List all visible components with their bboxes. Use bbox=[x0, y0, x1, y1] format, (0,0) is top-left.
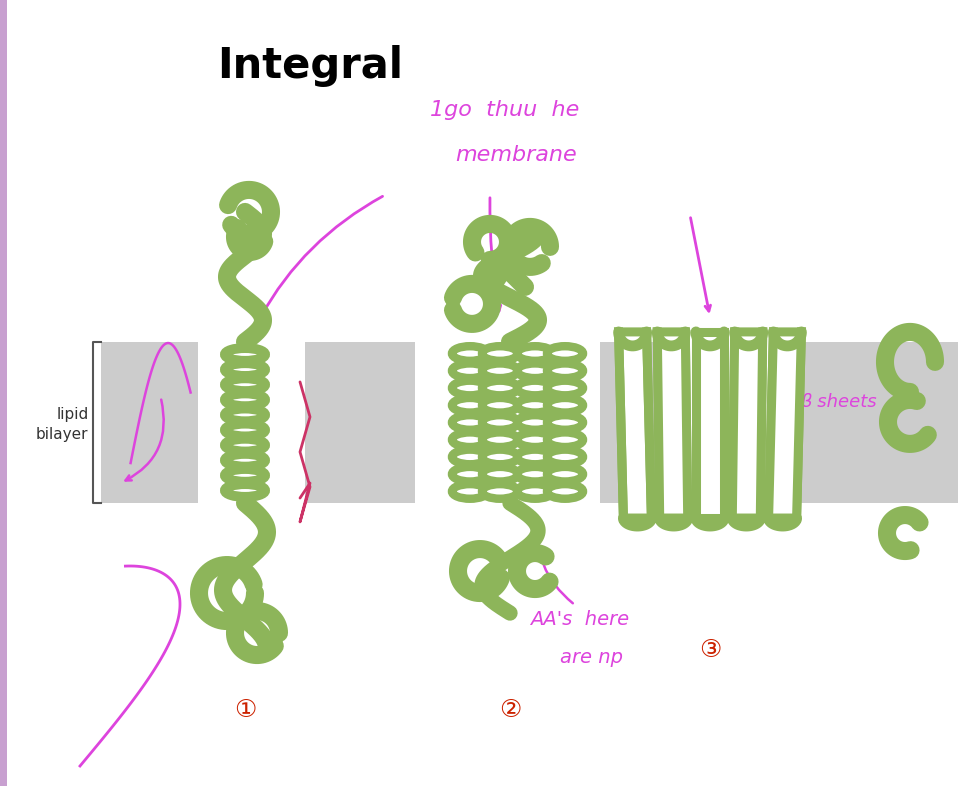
Text: bilayer: bilayer bbox=[36, 427, 88, 442]
Ellipse shape bbox=[547, 346, 583, 361]
Ellipse shape bbox=[482, 450, 518, 465]
Ellipse shape bbox=[482, 380, 518, 395]
Ellipse shape bbox=[547, 467, 583, 482]
Ellipse shape bbox=[452, 415, 488, 430]
Ellipse shape bbox=[225, 424, 265, 436]
Ellipse shape bbox=[547, 432, 583, 447]
Text: membrane: membrane bbox=[455, 145, 577, 165]
Ellipse shape bbox=[547, 450, 583, 465]
Polygon shape bbox=[768, 332, 802, 518]
Text: β sheets: β sheets bbox=[800, 393, 877, 411]
Ellipse shape bbox=[547, 415, 583, 430]
Bar bbox=[0, 0, 7, 786]
Bar bbox=[101, 342, 198, 503]
Text: ②: ② bbox=[499, 698, 521, 722]
Ellipse shape bbox=[517, 484, 553, 499]
Ellipse shape bbox=[225, 393, 265, 406]
Text: are np: are np bbox=[560, 648, 623, 667]
Ellipse shape bbox=[482, 467, 518, 482]
Bar bbox=[800, 342, 958, 503]
Ellipse shape bbox=[517, 450, 553, 465]
Polygon shape bbox=[657, 332, 688, 518]
Ellipse shape bbox=[225, 363, 265, 376]
Ellipse shape bbox=[452, 450, 488, 465]
Ellipse shape bbox=[225, 348, 265, 361]
Bar bbox=[305, 342, 415, 503]
Ellipse shape bbox=[452, 432, 488, 447]
Ellipse shape bbox=[225, 439, 265, 452]
Text: 1go  thuu  he: 1go thuu he bbox=[430, 100, 580, 120]
Ellipse shape bbox=[482, 398, 518, 413]
Bar bbox=[600, 342, 670, 503]
Ellipse shape bbox=[482, 363, 518, 378]
Ellipse shape bbox=[517, 346, 553, 361]
Text: AA's  here: AA's here bbox=[530, 610, 629, 629]
Text: ③: ③ bbox=[698, 638, 721, 662]
Ellipse shape bbox=[452, 398, 488, 413]
Ellipse shape bbox=[452, 467, 488, 482]
Ellipse shape bbox=[452, 484, 488, 499]
Ellipse shape bbox=[547, 363, 583, 378]
Ellipse shape bbox=[482, 346, 518, 361]
Ellipse shape bbox=[452, 346, 488, 361]
Ellipse shape bbox=[517, 380, 553, 395]
Ellipse shape bbox=[225, 454, 265, 467]
Ellipse shape bbox=[517, 432, 553, 447]
Ellipse shape bbox=[482, 415, 518, 430]
Ellipse shape bbox=[517, 415, 553, 430]
Polygon shape bbox=[732, 332, 763, 518]
Polygon shape bbox=[619, 332, 651, 518]
Text: Integral: Integral bbox=[217, 45, 403, 87]
Text: ①: ① bbox=[234, 698, 256, 722]
Ellipse shape bbox=[482, 432, 518, 447]
Ellipse shape bbox=[452, 363, 488, 378]
Ellipse shape bbox=[225, 484, 265, 497]
Polygon shape bbox=[696, 332, 724, 518]
Ellipse shape bbox=[547, 380, 583, 395]
Ellipse shape bbox=[225, 469, 265, 482]
Ellipse shape bbox=[452, 380, 488, 395]
Ellipse shape bbox=[225, 409, 265, 421]
Ellipse shape bbox=[517, 467, 553, 482]
Ellipse shape bbox=[547, 484, 583, 499]
Ellipse shape bbox=[517, 398, 553, 413]
Ellipse shape bbox=[482, 484, 518, 499]
Text: lipid: lipid bbox=[57, 407, 88, 422]
Ellipse shape bbox=[547, 398, 583, 413]
Ellipse shape bbox=[225, 378, 265, 391]
Ellipse shape bbox=[517, 363, 553, 378]
